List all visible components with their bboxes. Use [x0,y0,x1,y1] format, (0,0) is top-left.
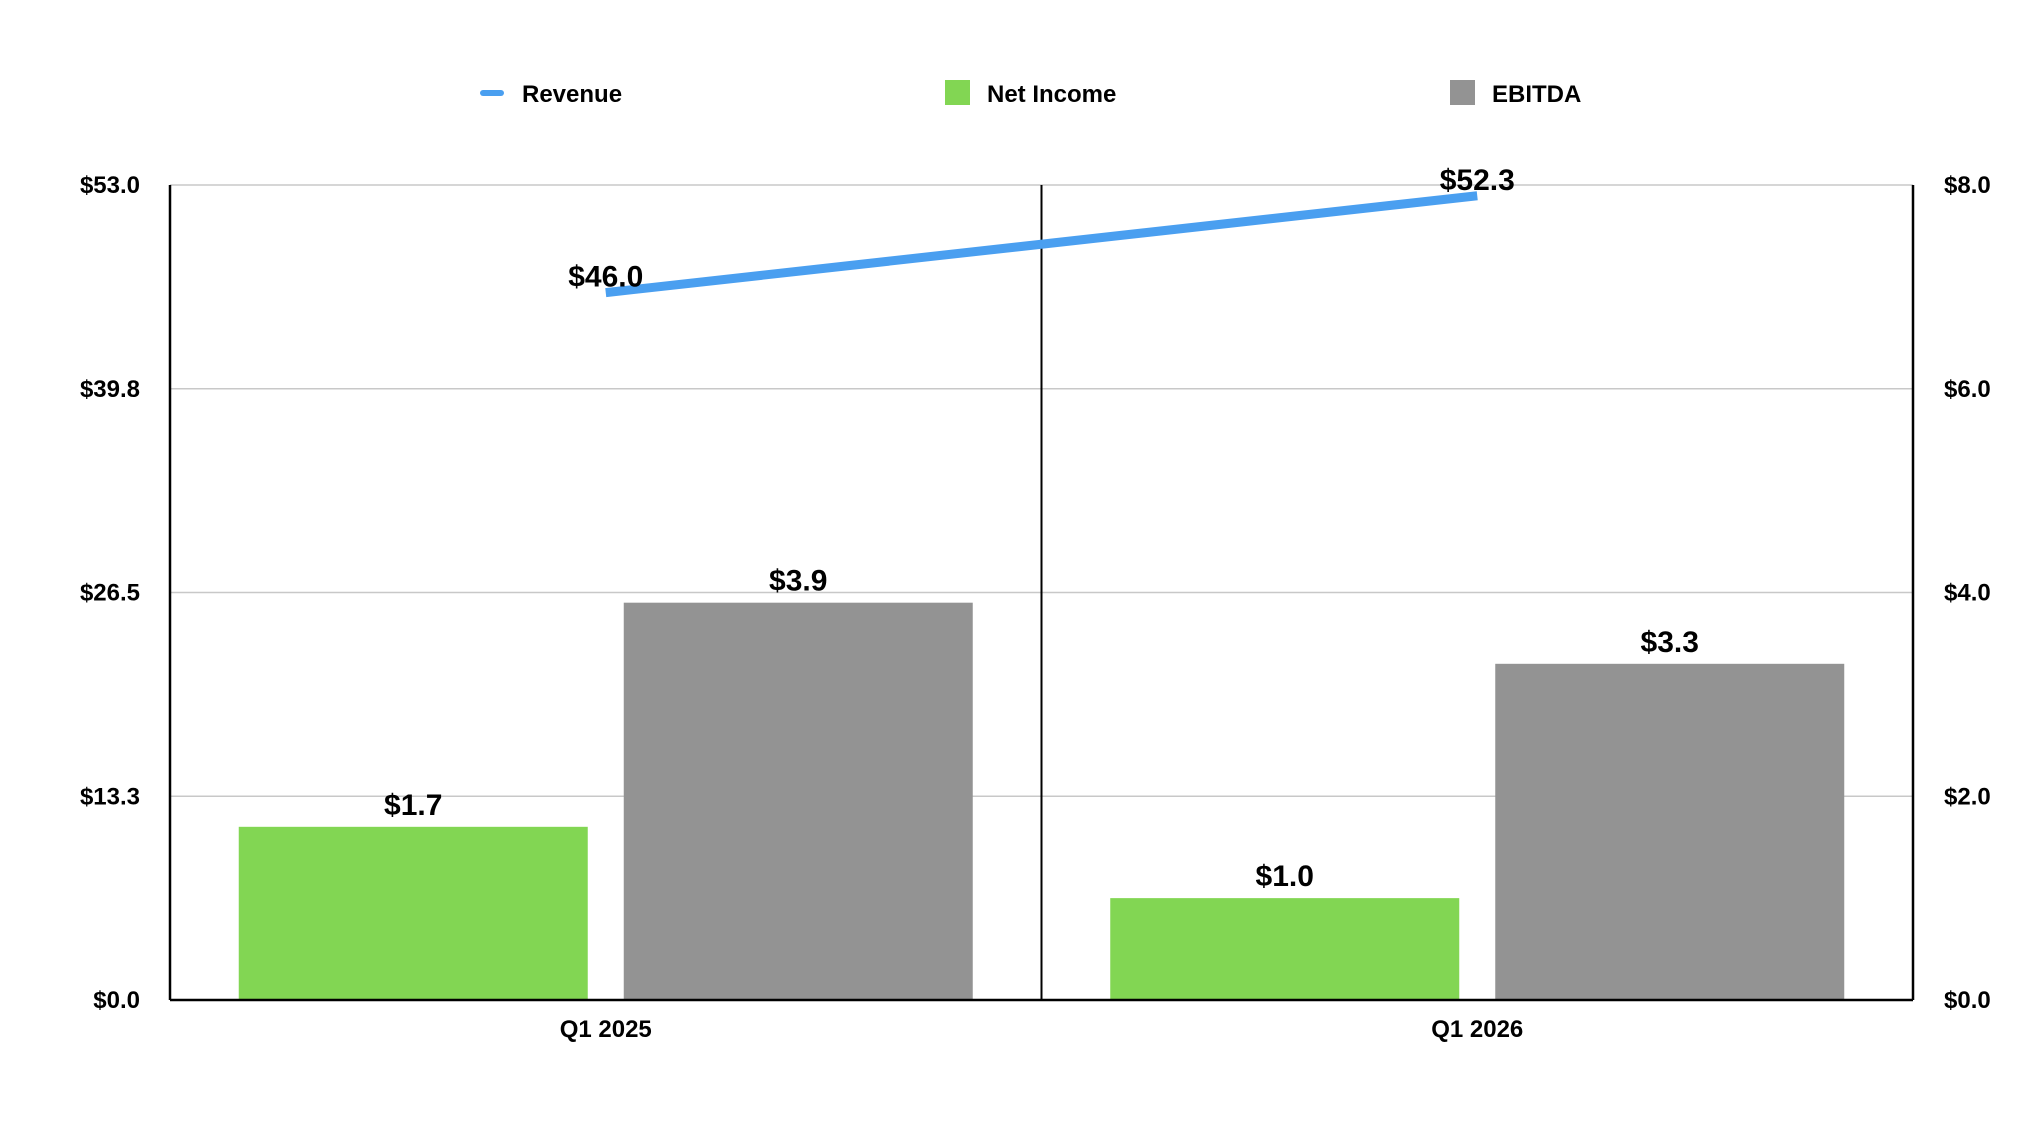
left-axis-tick-label: $39.8 [80,376,140,403]
legend-swatch-net-income [945,80,970,105]
x-axis-category-label: Q1 2026 [1431,1016,1523,1043]
left-axis-tick-label: $53.0 [80,172,140,199]
legend-swatch-ebitda [1450,80,1475,105]
left-axis-tick-label: $26.5 [80,580,140,607]
right-axis-tick-label: $0.0 [1944,987,1991,1014]
legend-label: EBITDA [1492,81,1581,108]
legend-label: Revenue [522,81,622,108]
bar-ebitda [623,602,973,1000]
bar-data-label: $1.0 [1256,860,1314,893]
bar-data-label: $3.3 [1641,626,1699,659]
legend-swatch-revenue [480,90,504,96]
line-data-label: $46.0 [568,261,643,294]
line-data-label: $52.3 [1440,164,1515,197]
right-axis-tick-label: $2.0 [1944,783,1991,810]
right-axis-tick-label: $6.0 [1944,376,1991,403]
right-axis-tick-label: $8.0 [1944,172,1991,199]
bar-net-income [1110,898,1460,1000]
bar-data-label: $3.9 [769,565,827,598]
legend-label: Net Income [987,81,1116,108]
bar-ebitda [1495,663,1845,1000]
left-axis-tick-label: $0.0 [93,987,140,1014]
bar-data-label: $1.7 [384,789,442,822]
x-axis-category-label: Q1 2025 [560,1016,652,1043]
bar-net-income [238,826,588,1000]
right-axis-tick-label: $4.0 [1944,580,1991,607]
left-axis-tick-label: $13.3 [80,783,140,810]
series-line-revenue [605,191,1478,298]
